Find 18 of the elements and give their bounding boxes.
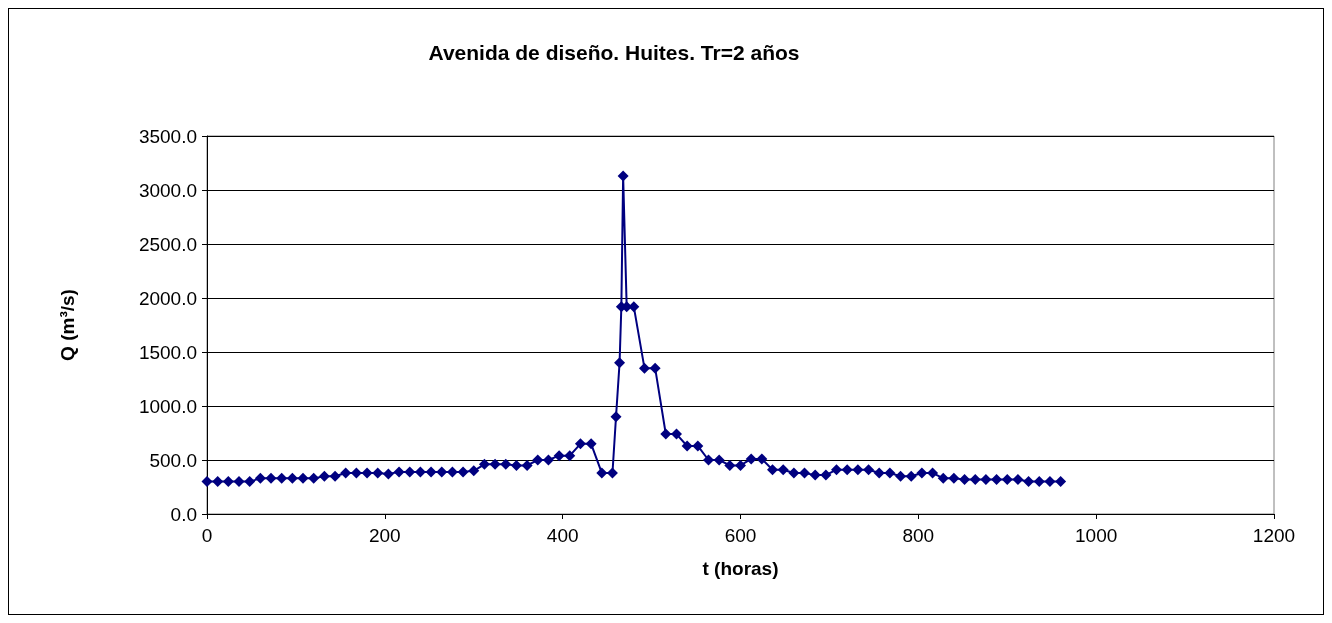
y-tick-label: 2000.0 [138, 287, 197, 309]
x-axis-title: t (horas) [702, 558, 779, 579]
x-tick-label: 600 [724, 525, 757, 546]
chart-title: Avenida de diseño. Huites. Tr=2 años [428, 41, 800, 64]
x-tick-label: 0 [201, 525, 213, 546]
x-tick-label: 200 [368, 525, 401, 546]
y-tick-label: 0.0 [170, 503, 197, 525]
y-tick-label: 1500.0 [138, 341, 197, 363]
y-tick-label: 3000.0 [138, 179, 197, 201]
y-tick-label: 3500.0 [138, 125, 197, 147]
x-tick-label: 800 [902, 525, 935, 546]
x-tick-label: 1000 [1075, 525, 1118, 546]
y-tick-label: 500.0 [149, 449, 197, 471]
x-tick-label: 1200 [1252, 525, 1296, 546]
y-axis-title: Q (m³/s) [57, 289, 78, 361]
y-tick-label: 1000.0 [138, 395, 197, 417]
y-tick-label: 2500.0 [138, 233, 197, 255]
x-tick-label: 400 [546, 525, 579, 546]
